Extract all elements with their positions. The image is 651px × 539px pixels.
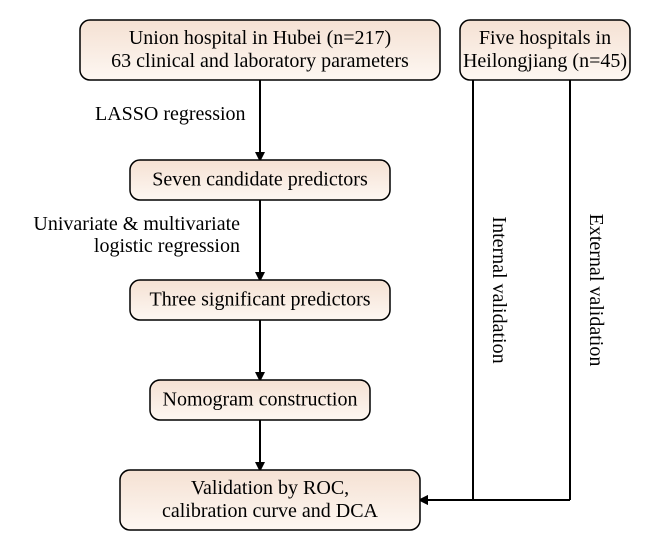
flow-node-n2: Five hospitals inHeilongjiang (n=45) bbox=[460, 20, 630, 80]
flow-node-label: Three significant predictors bbox=[149, 289, 370, 311]
flow-node-n4: Three significant predictors bbox=[130, 280, 390, 320]
flow-edge-label: LASSO regression bbox=[95, 103, 246, 125]
flow-node-n3: Seven candidate predictors bbox=[130, 160, 390, 200]
flow-edge-vertical-label: Internal validation bbox=[488, 216, 510, 363]
flow-node-label: Nomogram construction bbox=[163, 389, 358, 411]
flow-node-n5: Nomogram construction bbox=[150, 380, 370, 420]
flow-node-label: 63 clinical and laboratory parameters bbox=[111, 50, 409, 72]
flow-edge-vertical-label: External validation bbox=[585, 214, 607, 367]
flow-node-label: Seven candidate predictors bbox=[152, 169, 368, 191]
flow-node-label: Heilongjiang (n=45) bbox=[463, 50, 627, 72]
flow-node-label: calibration curve and DCA bbox=[162, 500, 379, 522]
flow-node-label: Five hospitals in bbox=[479, 27, 611, 49]
flow-node-n1: Union hospital in Hubei (n=217)63 clinic… bbox=[80, 20, 440, 80]
flow-edge-label: logistic regression bbox=[94, 235, 240, 257]
flow-edge-label: Univariate & multivariate bbox=[33, 213, 240, 235]
flow-node-label: Validation by ROC, bbox=[191, 477, 349, 499]
flow-node-label: Union hospital in Hubei (n=217) bbox=[129, 27, 391, 49]
flow-node-n6: Validation by ROC,calibration curve and … bbox=[120, 470, 420, 530]
